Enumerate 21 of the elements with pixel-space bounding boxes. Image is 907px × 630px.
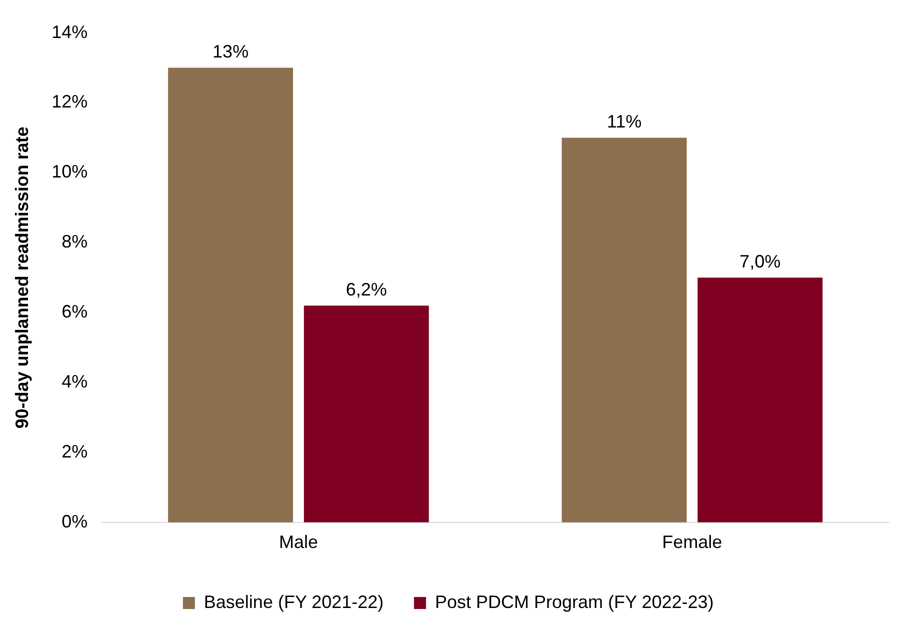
y-tick-label: 10% xyxy=(52,162,88,182)
legend-label: Baseline (FY 2021-22) xyxy=(204,592,384,612)
data-label: 6,2% xyxy=(346,280,387,300)
x-tick-label: Female xyxy=(662,532,722,552)
y-tick-label: 14% xyxy=(52,22,88,42)
bar xyxy=(562,138,687,522)
x-tick-label: Male xyxy=(278,532,318,552)
data-label: 11% xyxy=(606,112,642,132)
bar xyxy=(304,306,429,522)
data-label: 13% xyxy=(212,42,249,62)
y-tick-label: 12% xyxy=(52,92,88,112)
data-label: 7,0% xyxy=(740,252,781,272)
y-tick-label: 2% xyxy=(62,441,88,462)
y-tick-label: 6% xyxy=(62,302,88,322)
y-tick-label: 8% xyxy=(62,232,88,252)
bar xyxy=(698,278,823,522)
y-axis-title: 90-day unplanned readmission rate xyxy=(12,126,32,429)
bar xyxy=(168,68,294,522)
y-tick-label: 4% xyxy=(62,371,88,392)
legend-label: Post PDCM Program (FY 2022-23) xyxy=(435,592,714,612)
y-tick-label: 0% xyxy=(62,511,88,532)
